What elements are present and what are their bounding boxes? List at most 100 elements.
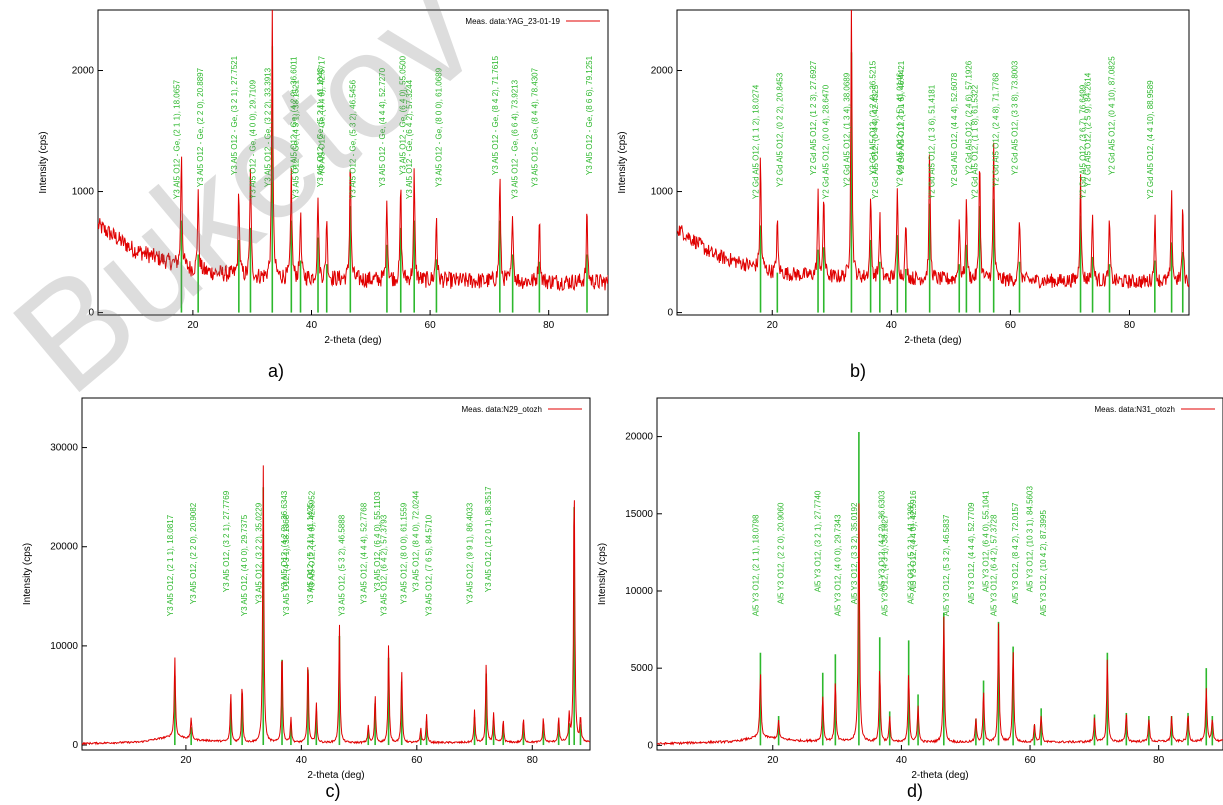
- peak-label: Al5 Y3 O12, (4 3 1), 38.1827: [881, 514, 890, 616]
- peak-label: Y2 Gd Al5 O12, (1 1 8), 61.5322: [971, 84, 980, 199]
- peak-label: Y3 Al5 O12, (5 2 1), 41.1425: [306, 502, 315, 604]
- peak-label: Y3 Al5 O12 - Ge, (5 3 2), 46.5456: [348, 79, 357, 199]
- x-tick-label: 60: [425, 320, 437, 331]
- panel-caption: d): [907, 781, 923, 801]
- x-tick-label: 80: [1124, 320, 1136, 331]
- peak-label: Y3 Al5 O12, (9 9 1), 86.4033: [466, 502, 475, 604]
- y-tick-label: 0: [647, 740, 653, 751]
- xrd-panel-1: 20 40 60 80 0 1000 2000 2-theta (deg) Intensity …: [38, 9, 609, 381]
- y-tick-label: 15000: [625, 509, 653, 520]
- peak-label: Y2 Gd Al5 O12, (3 6 7), 76.6499: [1079, 84, 1088, 199]
- peak-label: Y2 Gd Al5 O12, (2 5 9), 84.2614: [1084, 72, 1093, 187]
- measured-trace: [98, 10, 608, 292]
- peak-label: Y3 Al5 O12 - Ge, (6 4 2), 57.3244: [405, 79, 414, 199]
- peak-label: Y2 Gd Al5 O12, (2 2 4), 36.5215: [869, 60, 878, 175]
- panel-caption: b): [850, 361, 866, 381]
- x-tick-label: 80: [527, 755, 539, 766]
- y-axis-title: Intensity (cps): [597, 543, 608, 605]
- peak-label: Y3 Al5 O12, (6 4 0), 55.1103: [373, 491, 382, 592]
- peak-label: Y3 Al5 O12 - Ge, (2 1 1), 18.0657: [172, 79, 181, 199]
- legend-label: Meas. data:YAG_23-01-19: [465, 17, 560, 26]
- peak-label: Y3 Al5 O12, (12 0 1), 88.3517: [484, 486, 493, 592]
- peak-label: Y3 Al5 O12 - Ge, (4 2 2), 36.6011: [289, 56, 298, 175]
- peak-label: Y2 Gd Al5 O12, (1 3 4), 38.0689: [842, 72, 851, 187]
- x-tick-label: 40: [306, 320, 318, 331]
- peak-label: Y3 Al5 O12 - Ge, (4 3 1), 38.1521: [292, 79, 301, 199]
- peak-label: Y3 Al5 O12, (4 3 1), 38.1868: [282, 514, 291, 616]
- xrd-panel-2: 20 40 60 80 0 1000 2000 2-theta (deg) Intensity …: [617, 9, 1190, 381]
- y-tick-label: 0: [88, 308, 94, 319]
- x-axis-title: 2-theta (deg): [307, 770, 364, 781]
- peak-label: Y2 Gd Al5 O12, (4 4 4), 52.6078: [950, 72, 959, 187]
- x-tick-label: 80: [543, 320, 555, 331]
- x-axis-title: 2-theta (deg): [324, 335, 381, 346]
- peak-label: Y3 Al5 O12 - Ge, (3 2 2), 33.3913: [263, 67, 272, 187]
- peak-label: Y2 Gd Al5 O12, (3 3 8), 73.8003: [1011, 60, 1020, 175]
- x-tick-label: 20: [180, 755, 192, 766]
- peak-label: Y2 Gd Al5 O12, (0 4 10), 87.0825: [1108, 56, 1117, 175]
- y-tick-label: 2000: [72, 66, 95, 77]
- peak-label: Y2 Gd Al5 O12, (1 1 6), 46.4421: [897, 60, 906, 175]
- y-tick-label: 20000: [50, 542, 78, 553]
- peak-label: Y3 Al5 O12 - Ge, (6 4 0), 55.0500: [399, 55, 408, 175]
- peak-label: Y3 Al5 O12, (8 0 0), 61.1559: [400, 502, 409, 604]
- plot-frame: [81, 397, 591, 751]
- peak-label: Y3 Al5 O12, (6 4 2), 57.3793: [380, 514, 389, 616]
- xrd-panel-4: 20 40 60 80 0 5000 10000 15000 20000 2-theta (deg…: [597, 397, 1223, 801]
- peak-label: Y2 Gd Al5 O12, (2 4 6), 57.1926: [964, 60, 973, 175]
- x-tick-label: 60: [411, 755, 423, 766]
- y-tick-label: 20000: [625, 432, 653, 443]
- peak-label: Y2 Gd Al5 O12, (0 2 2), 20.8453: [775, 72, 784, 187]
- peak-label: Al5 Y3 O12, (10 4 2), 87.3995: [1039, 510, 1048, 617]
- peak-label: Y2 Gd Al5 O12, (0 4 4), 42.4325: [871, 84, 880, 199]
- peak-label: Y3 Al5 O12 - Ge, (8 4 4), 78.4307: [530, 67, 539, 187]
- peak-label: Y3 Al5 O12 - Ge, (8 4 2), 71.7615: [491, 55, 500, 175]
- peak-label: Y3 Al5 O12 - Ge, (5 2 1), 41.1048: [316, 67, 325, 187]
- peak-label: Y3 Al5 O12 - Ge, (4 0 0), 29.7109: [248, 79, 257, 199]
- peak-label: Al5 Y3 O12, (4 2 2), 36.6303: [878, 490, 887, 592]
- measured-trace: [657, 503, 1223, 746]
- peak-label: Al5 Y3 O12, (6 4 0), 55.1041: [982, 490, 991, 592]
- peak-label: Al5 Y3 O12, (3 3 2), 35.0192: [850, 502, 859, 604]
- plot-area: Y2 Gd Al5 O12, (1 1 2), 18.0274 Y2 Gd Al5…: [677, 10, 1189, 313]
- plot-frame: [656, 397, 1223, 751]
- plot-frame: [97, 9, 609, 316]
- peak-label: Al5 Y3 O12, (10 3 1), 84.5603: [1025, 486, 1034, 593]
- peak-label: Y3 Al5 O12, (4 4 4), 52.7768: [359, 502, 368, 604]
- peak-label: Al5 Y3 O12, (4 4 4), 52.7709: [967, 502, 976, 604]
- peak-label: Y3 Al5 O12, (7 6 5), 84.5710: [425, 514, 434, 616]
- y-tick-label: 10000: [50, 641, 78, 652]
- peak-label: Y3 Al5 O12 - Ge, (2 2 0), 20.8897: [196, 67, 205, 187]
- peak-label: Y3 Al5 O12, (4 4 0), 42.5952: [307, 490, 316, 592]
- x-tick-label: 20: [767, 755, 779, 766]
- y-tick-label: 10000: [625, 586, 653, 597]
- measured-trace: [677, 10, 1189, 289]
- plot-area: Y3 Al5 O12, (2 1 1), 18.0817 Y3 Al5 O12, …: [82, 465, 590, 746]
- y-axis-title: Intensity (cps): [617, 131, 628, 193]
- measured-trace: [82, 465, 590, 746]
- x-tick-label: 20: [187, 320, 199, 331]
- panel-caption: a): [268, 361, 284, 381]
- x-tick-label: 40: [296, 755, 308, 766]
- y-tick-label: 0: [72, 740, 78, 751]
- peak-label: Y2 Gd Al5 O12, (2 4 8), 71.7768: [992, 72, 1001, 187]
- peak-label: Y3 Al5 O12, (2 2 0), 20.9082: [189, 502, 198, 604]
- peak-label: Y3 Al5 O12, (3 2 1), 27.7769: [222, 490, 231, 592]
- y-tick-label: 1000: [72, 187, 95, 198]
- x-axis-title: 2-theta (deg): [911, 770, 968, 781]
- plot-frame: [676, 9, 1190, 316]
- plot-area: Y3 Al5 O12 - Ge, (2 1 1), 18.0657 Y3 Al5 …: [98, 10, 608, 313]
- peak-label: Y3 Al5 O12, (5 3 2), 46.5888: [337, 514, 346, 616]
- x-tick-label: 40: [896, 755, 908, 766]
- peak-label: Al5 Y3 O12, (4 0 0), 29.7343: [833, 514, 842, 616]
- peak-label: Al5 Y3 O12, (5 2 1), 41.1380: [907, 502, 916, 604]
- peak-label: Y3 Al5 O12 - Ge, (8 6 6), 79.1251: [585, 55, 594, 175]
- peak-label: Y3 Al5 O12, (3 2 2), 35.0229: [254, 502, 263, 604]
- peak-label: Y3 Al5 O12 - Ge, (6 6 4), 73.9213: [511, 79, 520, 199]
- peak-label: Y2 Gd Al5 O12, (1 3 6), 51.4181: [928, 84, 937, 199]
- y-tick-label: 30000: [50, 443, 78, 454]
- peak-label: Y3 Al5 O12 - Ge, (4 4 0), 42.5717: [318, 55, 327, 175]
- peak-label: Y3 Al5 O12, (4 2 2), 36.6343: [280, 490, 289, 592]
- peak-label: Y2 Gd Al5 O12, (1 1 2), 18.0274: [752, 84, 761, 199]
